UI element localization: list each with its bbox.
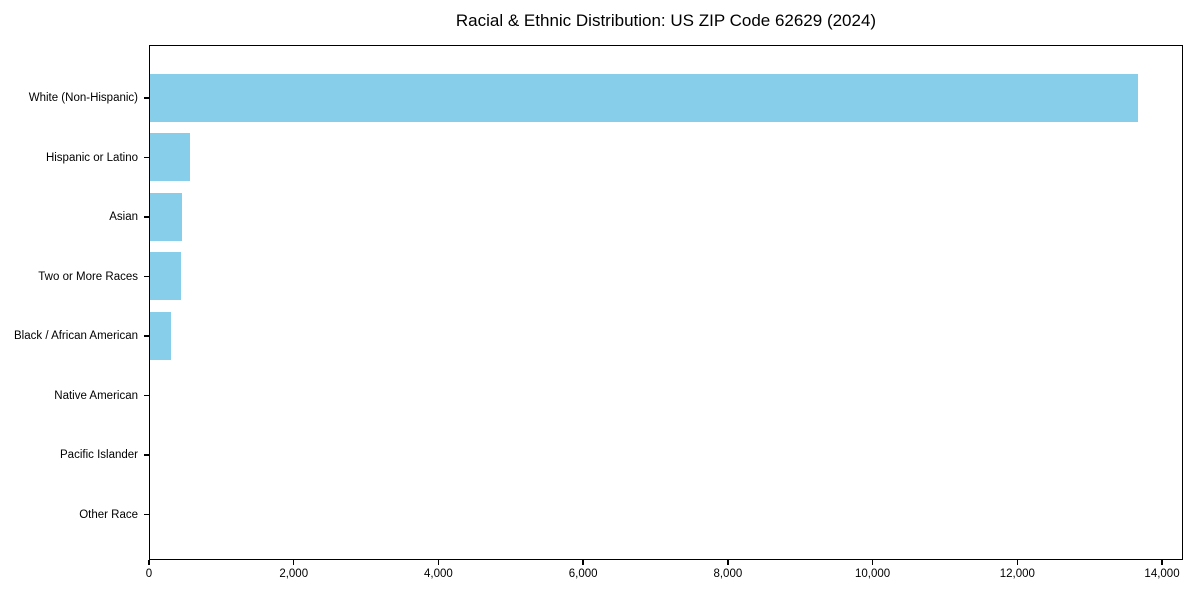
y-tick	[144, 454, 149, 456]
bar	[150, 133, 191, 181]
x-axis-tick-label: 6,000	[568, 568, 598, 580]
y-axis-label: Other Race	[79, 508, 138, 521]
plot-area	[149, 45, 1183, 560]
x-tick	[871, 560, 874, 565]
x-axis-tick-label: 12,000	[999, 568, 1035, 580]
y-axis-label: Two or More Races	[38, 270, 138, 283]
y-axis-label: Native American	[54, 389, 138, 402]
x-tick	[727, 560, 729, 565]
x-axis-tick-label: 10,000	[854, 568, 891, 580]
y-tick	[144, 97, 149, 99]
x-axis-tick-label: 14,000	[1144, 568, 1180, 580]
x-axis-tick-label: 8,000	[713, 568, 743, 580]
x-tick	[292, 560, 295, 565]
y-axis-label: White (Non-Hispanic)	[28, 92, 138, 104]
y-axis-label: Hispanic or Latino	[45, 151, 138, 164]
chart-title: Racial & Ethnic Distribution: US ZIP Cod…	[455, 11, 877, 30]
y-tick	[144, 394, 149, 397]
x-axis-tick-label: 2,000	[279, 568, 309, 580]
bar	[150, 311, 171, 360]
x-tick	[1016, 560, 1019, 565]
y-tick	[144, 513, 149, 516]
bar	[150, 192, 182, 241]
y-axis-label: Black / African American	[14, 330, 138, 342]
y-tick	[144, 275, 149, 278]
bar	[150, 73, 1138, 122]
y-tick	[144, 335, 149, 337]
y-axis-label: Pacific Islander	[60, 449, 138, 461]
bar	[150, 252, 182, 300]
x-axis-tick-label: 4,000	[424, 568, 453, 580]
y-tick	[144, 216, 149, 218]
x-axis-tick-label: 0	[145, 568, 153, 580]
y-tick	[144, 156, 149, 159]
y-axis-label: Asian	[109, 211, 138, 223]
x-tick	[582, 560, 584, 565]
x-tick	[437, 560, 440, 565]
x-tick	[1161, 560, 1163, 565]
x-tick	[148, 560, 150, 565]
